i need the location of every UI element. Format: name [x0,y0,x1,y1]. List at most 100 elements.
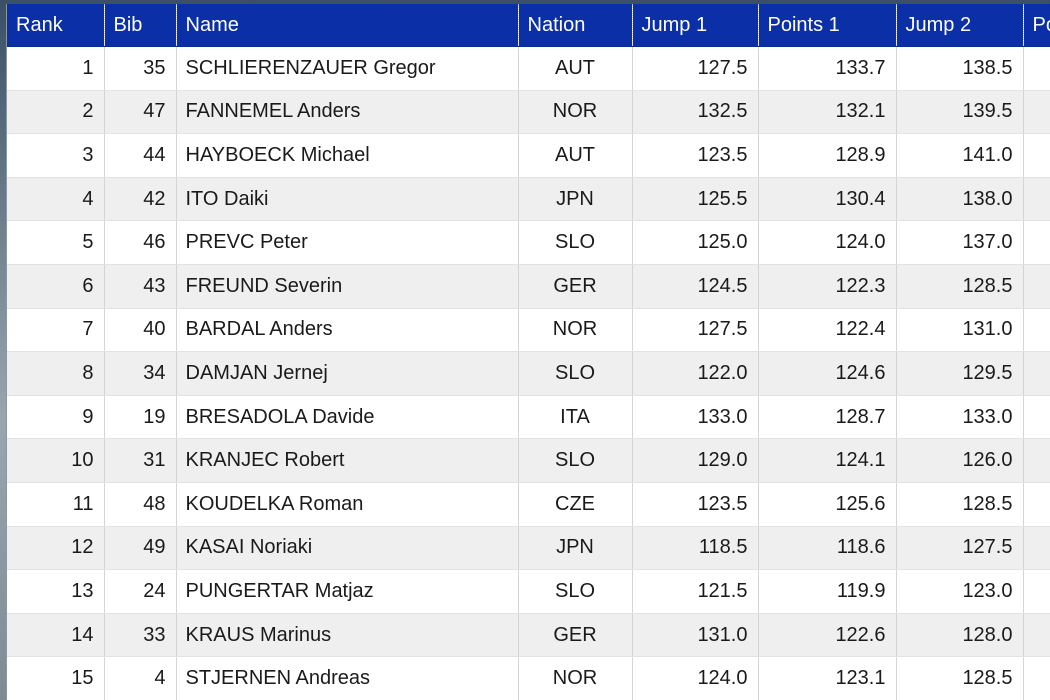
table-row[interactable]: 12 49 KASAI Noriaki JPN 118.5 118.6 127.5 [7,526,1050,571]
bib-cell: 19 [104,395,177,440]
jump2-cell: 126.0 [896,438,1024,483]
jump1-cell: 133.0 [632,395,759,440]
rank-cell: 8 [7,351,105,396]
points2-cell [1023,220,1050,265]
points1-cell: 118.6 [758,526,897,571]
points2-cell [1023,264,1050,309]
jump2-cell: 129.5 [896,351,1024,396]
column-header-points1[interactable]: Points 1 [758,4,897,47]
nation-cell: AUT [518,46,633,91]
points1-cell: 128.7 [758,395,897,440]
table-row[interactable]: 7 40 BARDAL Anders NOR 127.5 122.4 131.0 [7,308,1050,353]
bib-cell: 44 [104,133,177,178]
rank-cell: 15 [7,656,105,700]
athlete-name-cell: HAYBOECK Michael [176,133,519,178]
nation-cell: SLO [518,569,633,614]
jump2-cell: 141.0 [896,133,1024,178]
athlete-name-cell: BRESADOLA Davide [176,395,519,440]
column-header-points2[interactable]: Po [1023,4,1050,47]
athlete-name-cell: STJERNEN Andreas [176,656,519,700]
results-grid[interactable]: Rank Bib Name Nation Jump 1 Points 1 Jum… [6,4,1050,700]
points1-cell: 133.7 [758,46,897,91]
column-header-jump2[interactable]: Jump 2 [896,4,1024,47]
column-header-nation[interactable]: Nation [518,4,633,47]
athlete-name-cell: PREVC Peter [176,220,519,265]
jump1-cell: 123.5 [632,482,759,527]
rank-cell: 10 [7,438,105,483]
nation-cell: JPN [518,177,633,222]
column-header-bib[interactable]: Bib [104,4,177,47]
points1-cell: 124.0 [758,220,897,265]
jump1-cell: 118.5 [632,526,759,571]
nation-cell: JPN [518,526,633,571]
athlete-name-cell: FANNEMEL Anders [176,90,519,135]
jump1-cell: 125.5 [632,177,759,222]
table-row[interactable]: 6 43 FREUND Severin GER 124.5 122.3 128.5 [7,264,1050,309]
rank-cell: 7 [7,308,105,353]
nation-cell: SLO [518,351,633,396]
jump1-cell: 124.0 [632,656,759,700]
table-row[interactable]: 8 34 DAMJAN Jernej SLO 122.0 124.6 129.5 [7,351,1050,396]
bib-cell: 4 [104,656,177,700]
points2-cell [1023,569,1050,614]
column-header-jump1[interactable]: Jump 1 [632,4,759,47]
table-row[interactable]: 13 24 PUNGERTAR Matjaz SLO 121.5 119.9 123.0 [7,569,1050,614]
athlete-name-cell: KOUDELKA Roman [176,482,519,527]
table-row[interactable]: 3 44 HAYBOECK Michael AUT 123.5 128.9 141.0 [7,133,1050,178]
nation-cell: GER [518,613,633,658]
bib-cell: 42 [104,177,177,222]
athlete-name-cell: BARDAL Anders [176,308,519,353]
points2-cell [1023,46,1050,91]
athlete-name-cell: SCHLIERENZAUER Gregor [176,46,519,91]
rank-cell: 1 [7,46,105,91]
jump2-cell: 123.0 [896,569,1024,614]
rank-cell: 9 [7,395,105,440]
table-row[interactable]: 9 19 BRESADOLA Davide ITA 133.0 128.7 133.0 [7,395,1050,440]
bib-cell: 48 [104,482,177,527]
nation-cell: NOR [518,656,633,700]
table-row[interactable]: 1 35 SCHLIERENZAUER Gregor AUT 127.5 133.7 138… [7,46,1050,91]
nation-cell: AUT [518,133,633,178]
table-row[interactable]: 15 4 STJERNEN Andreas NOR 124.0 123.1 128.5 [7,656,1050,700]
jump2-cell: 131.0 [896,308,1024,353]
nation-cell: SLO [518,438,633,483]
points1-cell: 132.1 [758,90,897,135]
jump2-cell: 128.5 [896,264,1024,309]
bib-cell: 31 [104,438,177,483]
table-row[interactable]: 4 42 ITO Daiki JPN 125.5 130.4 138.0 [7,177,1050,222]
bib-cell: 33 [104,613,177,658]
jump2-cell: 138.0 [896,177,1024,222]
jump1-cell: 131.0 [632,613,759,658]
jump1-cell: 129.0 [632,438,759,483]
column-header-name[interactable]: Name [176,4,519,47]
nation-cell: GER [518,264,633,309]
jump2-cell: 138.5 [896,46,1024,91]
athlete-name-cell: KRAUS Marinus [176,613,519,658]
table-row[interactable]: 2 47 FANNEMEL Anders NOR 132.5 132.1 139.5 [7,90,1050,135]
jump2-cell: 128.0 [896,613,1024,658]
points2-cell [1023,395,1050,440]
table-row[interactable]: 10 31 KRANJEC Robert SLO 129.0 124.1 126.0 [7,438,1050,483]
bib-cell: 46 [104,220,177,265]
rank-cell: 6 [7,264,105,309]
table-row[interactable]: 5 46 PREVC Peter SLO 125.0 124.0 137.0 [7,220,1050,265]
points1-cell: 130.4 [758,177,897,222]
points1-cell: 122.6 [758,613,897,658]
points2-cell [1023,133,1050,178]
header-row: Rank Bib Name Nation Jump 1 Points 1 Jum… [7,4,1050,47]
rank-cell: 13 [7,569,105,614]
points2-cell [1023,351,1050,396]
table-row[interactable]: 14 33 KRAUS Marinus GER 131.0 122.6 128.0 [7,613,1050,658]
athlete-name-cell: DAMJAN Jernej [176,351,519,396]
athlete-name-cell: PUNGERTAR Matjaz [176,569,519,614]
column-header-rank[interactable]: Rank [7,4,105,47]
bib-cell: 35 [104,46,177,91]
jump1-cell: 127.5 [632,46,759,91]
jump1-cell: 122.0 [632,351,759,396]
table-row[interactable]: 11 48 KOUDELKA Roman CZE 123.5 125.6 128.5 [7,482,1050,527]
points1-cell: 125.6 [758,482,897,527]
rank-cell: 2 [7,90,105,135]
nation-cell: SLO [518,220,633,265]
points2-cell [1023,526,1050,571]
points1-cell: 119.9 [758,569,897,614]
